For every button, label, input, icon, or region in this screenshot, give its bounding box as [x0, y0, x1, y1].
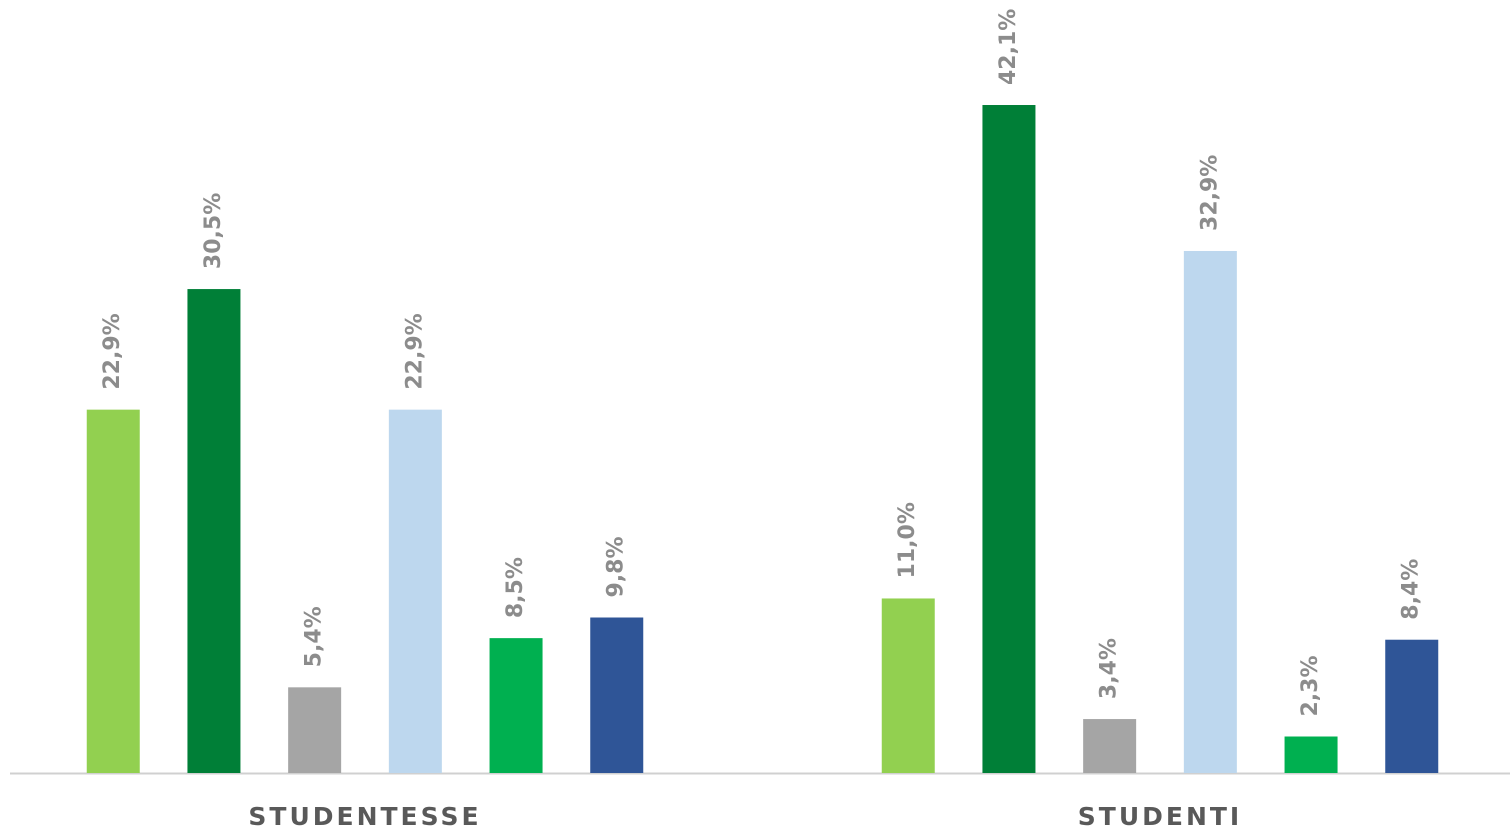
- category-label: STUDENTI: [1078, 802, 1242, 831]
- value-label: 8,5%: [503, 557, 528, 618]
- value-label: 22,9%: [100, 313, 125, 389]
- bar: [982, 105, 1036, 774]
- bar: [881, 598, 935, 773]
- bar: [288, 687, 342, 773]
- bar: [1083, 719, 1137, 773]
- value-label: 32,9%: [1197, 155, 1222, 231]
- value-label: 42,1%: [996, 9, 1021, 85]
- bar: [1183, 250, 1237, 773]
- value-label: 30,5%: [201, 193, 226, 269]
- bar: [187, 289, 241, 773]
- bar: [590, 617, 644, 773]
- value-label: 5,4%: [302, 606, 327, 667]
- category-label: STUDENTESSE: [248, 802, 481, 831]
- bar: [388, 409, 442, 773]
- value-label: 9,8%: [604, 536, 629, 597]
- value-label: 8,4%: [1399, 559, 1424, 620]
- value-label: 3,4%: [1097, 638, 1122, 699]
- bar: [1385, 639, 1439, 773]
- bar: [489, 638, 543, 773]
- value-label: 2,3%: [1298, 655, 1323, 716]
- bar: [86, 409, 140, 773]
- value-label: 22,9%: [402, 313, 427, 389]
- value-label: 11,0%: [895, 502, 920, 578]
- bar: [1284, 736, 1338, 773]
